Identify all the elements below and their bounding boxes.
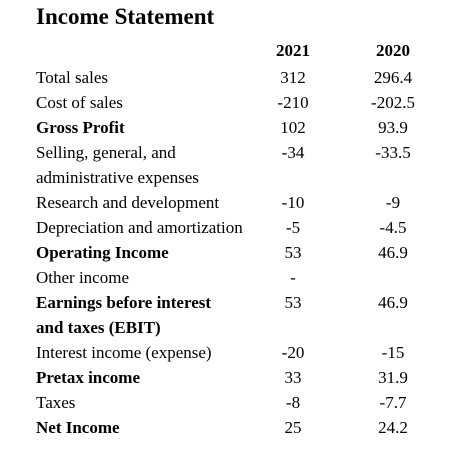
row-label: Total sales: [36, 65, 266, 90]
row-label-line: Total sales: [36, 68, 108, 87]
row-label: Other income: [36, 265, 266, 290]
value-2021: 25: [284, 418, 302, 437]
row-label-line: Selling, general, and: [36, 143, 176, 162]
value-2021: 53: [284, 243, 302, 262]
row-label-line: Net Income: [36, 418, 120, 437]
row-label-line: Other income: [36, 268, 129, 287]
row-label-line: Gross Profit: [36, 118, 125, 137]
row-label: Cost of sales: [36, 90, 266, 115]
row-label: Net Income: [36, 415, 266, 440]
row-label: Pretax income: [36, 365, 266, 390]
row-label: Interest income (expense): [36, 340, 266, 365]
value-2021: -5: [285, 218, 301, 237]
row-label-line: Operating Income: [36, 243, 169, 262]
page-title: Income Statement: [36, 4, 215, 29]
value-2021: 33: [284, 368, 302, 387]
value-2020: 31.9: [378, 368, 408, 387]
row-label: Research and development: [36, 190, 266, 215]
row-label: Taxes: [36, 390, 266, 415]
value-2020: -15: [381, 343, 405, 362]
row-label-line: Research and development: [36, 193, 220, 212]
column-header-2021: 2021: [276, 41, 310, 60]
value-2021: -8: [285, 393, 301, 412]
row-label: Selling, general, and administrative expe…: [36, 140, 266, 190]
value-2021: -: [290, 268, 296, 287]
row-label-line: Interest income (expense): [36, 343, 212, 362]
value-2020: -33.5: [375, 143, 411, 162]
value-2020: -9: [385, 193, 401, 212]
row-label-line: Cost of sales: [36, 93, 123, 112]
value-2021: -210: [277, 93, 309, 112]
value-2021: 53: [284, 293, 302, 312]
value-2020: 24.2: [378, 418, 408, 437]
row-label: Depreciation and amortization: [36, 215, 266, 240]
column-header-2020: 2020: [376, 41, 410, 60]
row-label-line: Earnings before interest: [36, 293, 212, 312]
value-2020: 46.9: [378, 293, 408, 312]
value-2020: -7.7: [379, 393, 407, 412]
row-label-line: administrative expenses: [36, 168, 199, 187]
value-2021: 102: [280, 118, 306, 137]
value-2020: -4.5: [379, 218, 407, 237]
value-2021: -10: [281, 193, 305, 212]
row-label: Gross Profit: [36, 115, 266, 140]
row-label-line: Depreciation and amortization: [36, 218, 243, 237]
row-label-line: Pretax income: [36, 368, 141, 387]
value-2020: 296.4: [373, 68, 413, 87]
value-2021: 312: [280, 68, 306, 87]
value-2021: -34: [281, 143, 305, 162]
row-label-line: Taxes: [36, 393, 76, 412]
value-2020: -202.5: [371, 93, 415, 112]
value-2020: 93.9: [378, 118, 408, 137]
row-label: Operating Income: [36, 240, 266, 265]
value-2021: -20: [281, 343, 305, 362]
row-label-line: and taxes (EBIT): [36, 318, 161, 337]
value-2020: 46.9: [378, 243, 408, 262]
row-label: Earnings before interest and taxes (EBIT): [36, 290, 266, 340]
